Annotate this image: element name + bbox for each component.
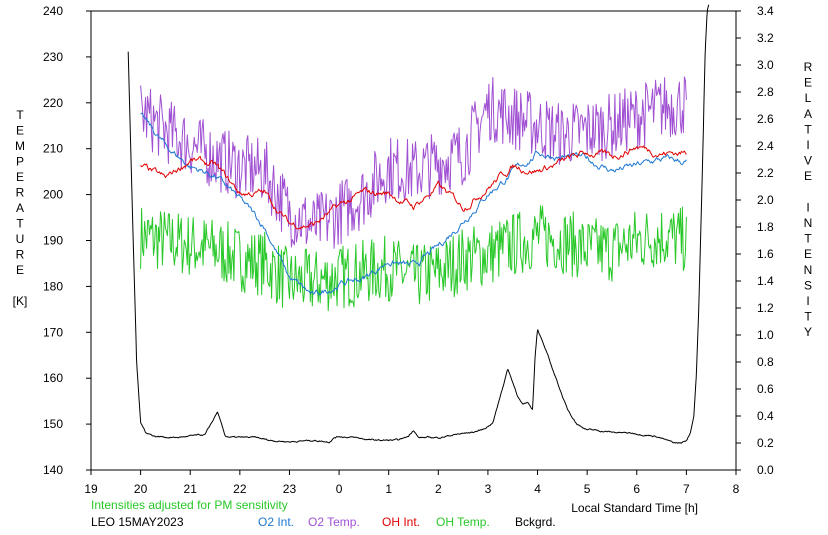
left-tick-label: 180 [43,279,63,293]
left-tick-label: 230 [43,50,63,64]
x-tick-label: 1 [385,482,392,496]
legend-oh-int: OH Int. [382,515,420,529]
station-date: LEO 15MAY2023 [91,515,184,529]
right-tick-label: 3.2 [757,31,774,45]
right-tick-label: 1.8 [757,220,774,234]
x-tick-label: 0 [336,482,343,496]
left-tick-label: 170 [43,325,63,339]
right-tick-label: 0.0 [757,463,774,477]
left-axis-letter: P [16,155,24,169]
right-axis-letter: T [804,310,812,324]
x-tick-label: 2 [435,482,442,496]
right-tick-label: 0.4 [757,409,774,423]
left-tick-label: 190 [43,234,63,248]
left-tick-label: 220 [43,96,63,110]
left-axis-letter: A [16,201,24,215]
series-line-bckgrd [127,4,710,444]
right-tick-label: 0.8 [757,355,774,369]
right-axis-letter: V [804,154,812,168]
sensitivity-note: Intensities adjusted for PM sensitivity [91,498,288,512]
left-axis-letter: E [16,170,24,184]
right-tick-label: 1.4 [757,274,774,288]
right-axis-ticks: 0.0 0.2 0.4 0.6 0.8 1.0 1.2 1.4 1.6 1.8 2.0 2.2 2.4 2… [736,4,774,477]
series-line-o2-temp [140,76,687,249]
right-axis-letter: I [806,138,809,152]
legend-bckgrd: Bckgrd. [515,515,556,529]
right-axis-letter: T [804,232,812,246]
left-axis-letter: T [16,108,24,122]
x-axis-label: Local Standard Time [h] [571,501,698,515]
legend-oh-temp: OH Temp. [436,515,490,529]
right-axis-letter: N [804,263,813,277]
right-axis-letter: I [806,294,809,308]
left-tick-label: 210 [43,142,63,156]
legend-o2-int: O2 Int. [258,515,294,529]
right-tick-label: 1.0 [757,328,774,342]
left-axis-letter: M [15,139,25,153]
left-tick-label: 200 [43,188,63,202]
series-line-oh-temp [140,205,687,312]
left-tick-label: 160 [43,371,63,385]
series-layer [127,4,710,444]
left-axis-letter: R [16,248,25,262]
x-tick-label: 7 [683,482,690,496]
right-tick-label: 2.2 [757,166,774,180]
right-axis-letter: Y [804,325,812,339]
right-tick-label: 2.0 [757,193,774,207]
right-axis-letter: E [804,76,812,90]
right-tick-label: 2.6 [757,112,774,126]
right-axis-letter: E [804,247,812,261]
x-tick-label: 22 [233,482,247,496]
left-axis-letter: E [16,124,24,138]
right-axis-letter: L [805,91,812,105]
x-tick-label: 19 [84,482,98,496]
left-axis-ticks: 140 150 160 170 180 190 200 210 220 230 240 [43,4,91,477]
right-axis-letter: A [804,107,812,121]
right-tick-label: 2.4 [757,139,774,153]
x-tick-label: 20 [134,482,148,496]
left-tick-label: 240 [43,4,63,18]
x-tick-label: 8 [733,482,740,496]
x-tick-label: 5 [584,482,591,496]
right-tick-label: 0.6 [757,382,774,396]
left-axis-letter: R [16,186,25,200]
right-axis-letter: E [804,169,812,183]
right-axis-letter: I [806,200,809,214]
series-line-oh-int [140,145,687,230]
legend-o2-temp: O2 Temp. [308,515,360,529]
x-tick-label: 4 [534,482,541,496]
left-axis-letter: E [16,263,24,277]
left-tick-label: 150 [43,417,63,431]
right-tick-label: 3.0 [757,58,774,72]
bottom-axis-ticks: 19 20 21 22 23 0 1 2 3 4 5 6 7 8 [84,470,740,496]
right-axis-letter: T [804,122,812,136]
left-axis-letter: [K] [13,294,28,308]
series-line-o2-int [140,112,687,296]
right-tick-label: 3.4 [757,4,774,18]
right-tick-label: 2.8 [757,85,774,99]
left-axis-letter: T [16,217,24,231]
x-tick-label: 23 [283,482,297,496]
left-tick-label: 140 [43,463,63,477]
right-axis-letter: S [804,278,812,292]
left-axis-letter: U [16,232,25,246]
x-tick-label: 21 [184,482,198,496]
right-tick-label: 1.6 [757,247,774,261]
x-tick-label: 6 [633,482,640,496]
right-tick-label: 1.2 [757,301,774,315]
x-tick-label: 3 [485,482,492,496]
right-axis-letter: R [804,60,813,74]
right-axis-letter: N [804,216,813,230]
right-tick-label: 0.2 [757,436,774,450]
